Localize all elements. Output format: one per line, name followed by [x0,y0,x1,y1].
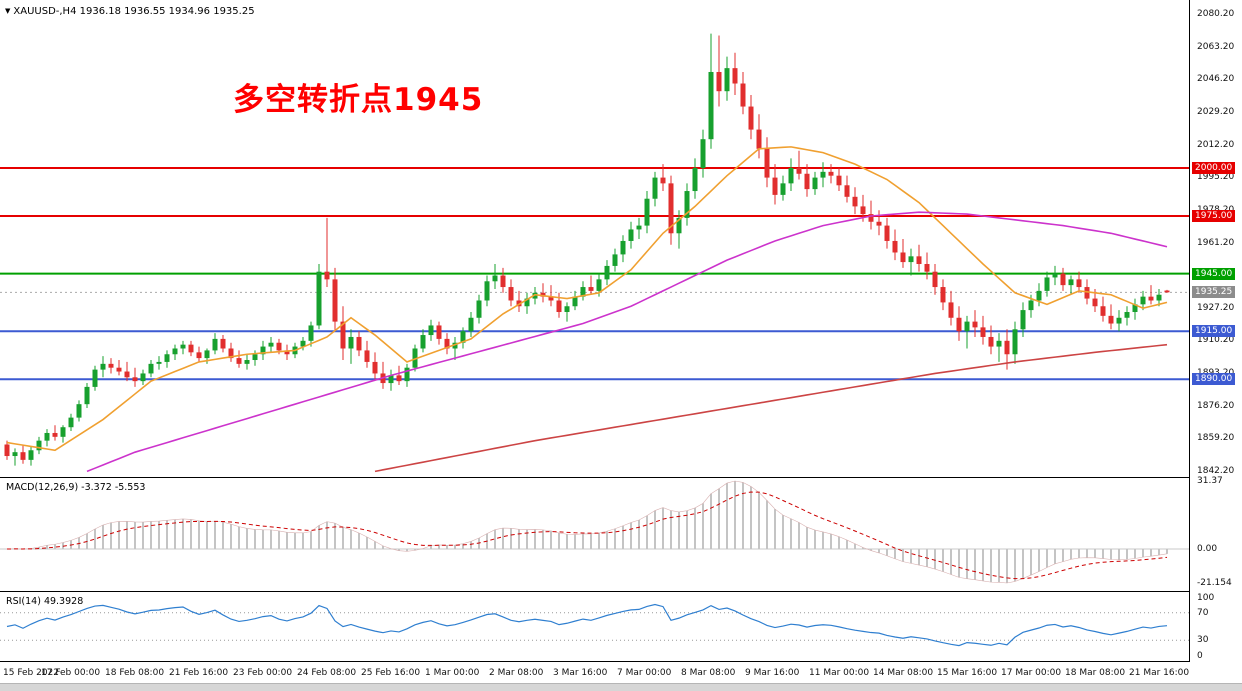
rsi-panel[interactable]: RSI(14) 49.3928 [0,592,1190,662]
time-axis-label: 14 Mar 08:00 [873,668,934,678]
axis-label: 2029.20 [1197,106,1235,117]
time-axis-label: 8 Mar 08:00 [681,668,736,678]
time-axis[interactable]: 15 Feb 2022 17 Feb 00:00 18 Feb 08:00 21 Fe… [0,662,1242,683]
price-chart-panel[interactable]: ▼ XAUUSD-,H4 1936.18 1936.55 1934.96 1935… [0,0,1190,478]
time-axis-label: 18 Feb 08:00 [105,668,165,678]
time-axis-label: 24 Feb 08:00 [297,668,357,678]
axis-label: 1927.20 [1197,302,1235,313]
candlestick-chart[interactable] [0,0,1189,477]
time-axis-label: 23 Feb 00:00 [233,668,293,678]
price-axis[interactable]: 2080.20 2063.20 2046.20 2029.20 2012.20 1995.… [1190,0,1242,682]
axis-label: 1995.20 [1197,172,1235,183]
time-axis-label: 15 Feb 2022 [3,668,60,678]
axis-label: 2046.20 [1197,74,1235,85]
axis-label: -21.154 [1197,578,1232,588]
axis-label: 100 [1197,593,1215,603]
axis-label: 0.00 [1197,544,1218,554]
price-badge: 1975.00 [1192,210,1236,222]
time-axis-label: 17 Feb 00:00 [41,668,101,678]
time-axis-label: 21 Mar 16:00 [1129,668,1190,678]
time-axis-label: 21 Feb 16:00 [169,668,229,678]
time-axis-label: 3 Mar 16:00 [553,668,608,678]
rsi-chart[interactable] [0,592,1189,661]
price-badge: 1890.00 [1192,373,1236,386]
axis-label: 1893.20 [1197,368,1234,378]
axis-label: 1876.20 [1197,400,1235,411]
macd-chart[interactable] [0,478,1189,591]
time-axis-label: 11 Mar 00:00 [809,668,870,678]
axis-label: 31.37 [1197,476,1223,486]
price-badge: 1915.00 [1192,325,1236,338]
axis-label: 0 [1197,651,1203,661]
axis-label: 1910.20 [1197,335,1235,346]
time-axis-label: 1 Mar 00:00 [425,668,480,678]
axis-label: 70 [1197,607,1209,618]
time-axis-label: 2 Mar 08:00 [489,668,544,678]
time-axis-label: 7 Mar 00:00 [617,668,672,678]
time-axis-label: 17 Mar 00:00 [1001,668,1062,678]
axis-label: 2063.20 [1197,41,1235,52]
chart-annotation-text[interactable]: 多空转折点1945 [233,82,484,118]
axis-label: 1961.20 [1197,237,1235,248]
axis-label: 1978.20 [1197,205,1234,215]
axis-label: 1859.20 [1197,433,1235,444]
time-axis-label: 15 Mar 16:00 [937,668,998,678]
axis-label: 2080.20 [1197,9,1235,19]
axis-label: 1842.20 [1197,466,1235,476]
chart-marker-icon: ▼ [5,7,11,15]
horizontal-scrollbar[interactable] [0,683,1242,691]
time-axis-label: 25 Feb 16:00 [361,668,421,678]
time-axis-label: 18 Mar 08:00 [1065,668,1126,678]
rsi-label: RSI(14) 49.3928 [6,596,84,607]
price-badge: 1935.25 [1192,286,1236,299]
symbol-ohlc-text: XAUUSD-,H4 1936.18 1936.55 1934.96 1935.… [13,6,255,17]
time-axis-label: 9 Mar 16:00 [745,668,800,678]
axis-label: 2012.20 [1197,139,1235,150]
symbol-ohlc-line: ▼ XAUUSD-,H4 1936.18 1936.55 1934.96 1935… [5,6,255,17]
price-badge: 1945.00 [1192,267,1236,280]
axis-label: 30 [1197,635,1209,646]
price-badge: 2000.00 [1192,161,1236,174]
macd-label: MACD(12,26,9) -3.372 -5.553 [6,482,146,493]
macd-panel[interactable]: MACD(12,26,9) -3.372 -5.553 [0,478,1190,592]
